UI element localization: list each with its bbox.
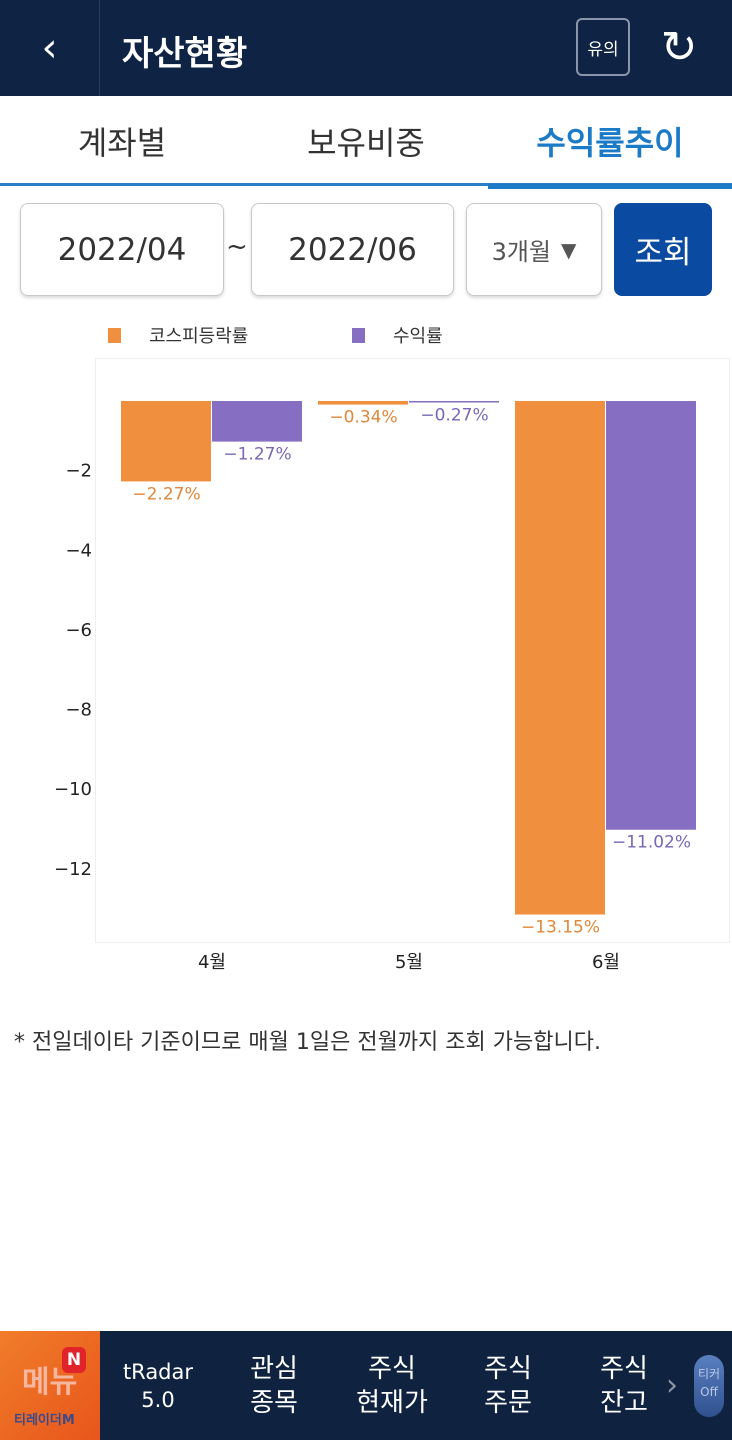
y-tick-label: −12 bbox=[54, 859, 92, 880]
y-tick-label: −6 bbox=[65, 620, 92, 641]
query-button[interactable]: 조회 bbox=[614, 203, 712, 296]
y-tick-label: −4 bbox=[65, 540, 92, 561]
bar bbox=[606, 401, 696, 830]
legend-item-kospi: 코스피등락률 bbox=[108, 322, 248, 348]
footnote: * 전일데이타 기준이므로 매월 1일은 전월까지 조회 가능합니다. bbox=[14, 1030, 601, 1055]
bar bbox=[515, 401, 605, 915]
end-month-input[interactable]: 2022/06 bbox=[251, 203, 454, 296]
range-separator: ~ bbox=[226, 232, 248, 262]
data-label: −11.02% bbox=[612, 833, 691, 853]
x-tick-label: 4월 bbox=[198, 952, 226, 973]
y-tick-label: −10 bbox=[54, 779, 92, 800]
tab-holding-ratio[interactable]: 보유비중 bbox=[307, 124, 425, 162]
chevron-left-icon: ‹ bbox=[41, 25, 58, 71]
bar bbox=[409, 401, 499, 403]
start-month-input[interactable]: 2022/04 bbox=[20, 203, 224, 296]
nav-watchlist[interactable]: 관심 종목 bbox=[250, 1353, 298, 1418]
bottom-nav: 메뉴 N 티레이더M tRadar 5.0 관심 종목 주식 현재가 주식 주문… bbox=[0, 1331, 732, 1440]
notice-button[interactable]: 유의 bbox=[576, 18, 630, 76]
app-header: ‹ 자산현황 유의 ↻ bbox=[0, 0, 732, 96]
plot-area bbox=[95, 358, 730, 943]
period-value: 3개월 bbox=[491, 238, 552, 266]
nav-order[interactable]: 주식 주문 bbox=[484, 1353, 532, 1418]
tab-return-trend[interactable]: 수익률추이 bbox=[488, 96, 732, 189]
data-label: −2.27% bbox=[132, 484, 200, 504]
nav-quote[interactable]: 주식 현재가 bbox=[356, 1353, 428, 1418]
refresh-icon: ↻ bbox=[660, 21, 698, 73]
chevron-right-icon[interactable]: › bbox=[666, 1367, 678, 1403]
menu-button[interactable]: 메뉴 N 티레이더M bbox=[0, 1331, 100, 1440]
page-title: 자산현황 bbox=[122, 34, 248, 74]
legend-swatch bbox=[352, 327, 365, 343]
ticker-toggle[interactable]: 티커 Off bbox=[694, 1355, 724, 1417]
data-label: −0.34% bbox=[329, 408, 397, 428]
tab-by-account[interactable]: 계좌별 bbox=[77, 124, 167, 162]
caret-down-icon: ▼ bbox=[561, 237, 577, 262]
data-label: −0.27% bbox=[420, 406, 488, 426]
nav-balance[interactable]: 주식 잔고 bbox=[600, 1353, 648, 1418]
brand-logo: 티레이더M bbox=[14, 1413, 75, 1428]
data-label: −13.15% bbox=[521, 918, 600, 938]
new-badge: N bbox=[62, 1347, 86, 1373]
tab-bar: 계좌별 보유비중 수익률추이 bbox=[0, 96, 732, 189]
y-tick-label: −8 bbox=[65, 700, 92, 721]
bar bbox=[212, 401, 302, 442]
data-label: −1.27% bbox=[223, 445, 291, 465]
y-tick-label: −2 bbox=[65, 461, 92, 482]
bar-chart: −2 −4 −6 −8 −10 −12 −2.27% −1.27% 4월 −0.34% −0.27%… bbox=[54, 401, 696, 973]
bar bbox=[121, 401, 211, 482]
x-tick-label: 5월 bbox=[395, 952, 423, 973]
legend-label: 코스피등락률 bbox=[149, 326, 249, 347]
x-tick-label: 6월 bbox=[592, 952, 620, 973]
period-select[interactable]: 3개월 ▼ bbox=[466, 203, 602, 296]
bar bbox=[318, 401, 408, 405]
nav-tradar[interactable]: tRadar 5.0 bbox=[122, 1359, 194, 1412]
refresh-button[interactable]: ↻ bbox=[656, 21, 702, 73]
legend-label: 수익률 bbox=[393, 326, 443, 347]
back-button[interactable]: ‹ bbox=[0, 0, 100, 96]
legend-swatch bbox=[108, 327, 121, 343]
legend-item-return: 수익률 bbox=[352, 322, 443, 348]
